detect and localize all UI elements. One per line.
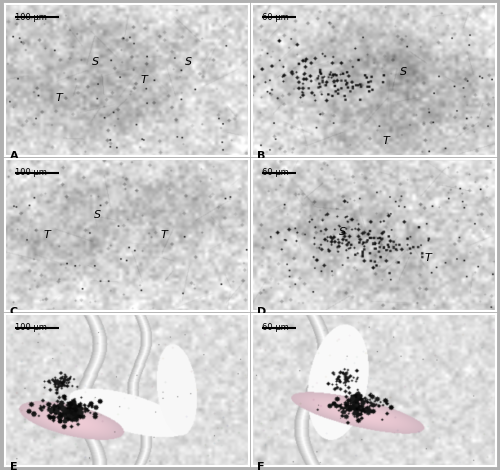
Text: 100 μm: 100 μm <box>15 13 46 22</box>
Text: T: T <box>160 230 167 240</box>
Text: C: C <box>10 306 18 317</box>
Text: 60 μm: 60 μm <box>262 168 288 177</box>
Text: S: S <box>94 210 102 220</box>
Text: 60 μm: 60 μm <box>262 13 288 22</box>
Text: S: S <box>184 56 192 67</box>
Text: E: E <box>10 462 18 470</box>
Text: T: T <box>382 136 390 146</box>
Text: T: T <box>141 75 148 85</box>
Text: S: S <box>92 56 99 67</box>
Text: T: T <box>56 93 62 103</box>
Text: 100 μm: 100 μm <box>15 168 46 177</box>
Text: F: F <box>256 462 264 470</box>
Text: S: S <box>400 67 406 77</box>
Text: A: A <box>10 151 18 162</box>
Text: T: T <box>424 253 431 263</box>
Text: T: T <box>43 230 50 240</box>
Text: B: B <box>256 151 265 162</box>
Text: 100 μm: 100 μm <box>15 323 46 332</box>
Text: 60 μm: 60 μm <box>262 323 288 332</box>
Text: D: D <box>256 306 266 317</box>
Text: S: S <box>338 227 345 237</box>
